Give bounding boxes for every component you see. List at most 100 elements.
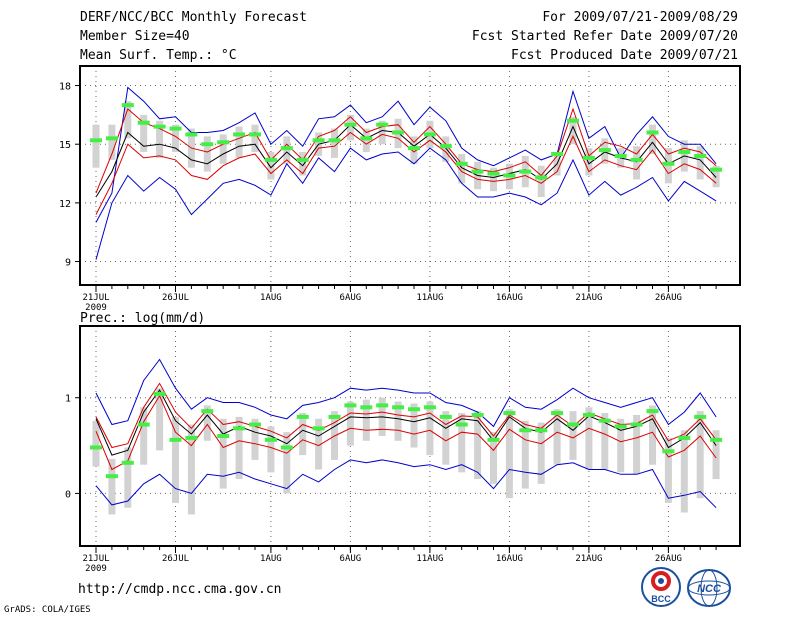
temperature-xtick-label-3: 6AUG [340,293,362,303]
ncc-logo-text: NCC [697,583,722,595]
precipitation-box-day-30 [553,409,561,465]
precipitation-box-day-21 [410,403,418,448]
bcc-logo-icon: BCC [641,567,681,607]
temperature-median-day-27 [503,173,516,178]
precipitation-box-day-7 [187,424,195,515]
temperature-median-day-31 [567,118,579,123]
temperature-median-day-30 [551,151,564,156]
precipitation-median-day-32 [582,412,595,417]
precipitation-median-day-16 [328,414,341,419]
temperature-xtick-label-4: 11AUG [416,293,443,303]
temperature-median-day-37 [662,161,675,166]
precipitation-box-day-15 [315,418,323,470]
temperature-frame [79,65,741,286]
precipitation-box-day-18 [362,399,370,441]
top-panel-variable-label: Mean Surf. Temp.: °C [80,48,237,63]
precipitation-median-day-30 [551,411,564,416]
temperature-median-day-36 [646,130,659,135]
temperature-median-day-12 [264,157,277,162]
temperature-ytick-label-1: 12 [59,199,71,210]
precipitation-series-mean-line [95,389,717,456]
precipitation-median-day-5 [153,391,166,396]
precipitation-median-day-1 [90,445,102,450]
temperature-box-day-29 [537,165,545,198]
temperature-box-day-14 [299,152,307,176]
precipitation-box-day-5 [156,388,164,451]
chart-title: DERF/NCC/BCC Monthly Forecast [80,10,307,25]
temperature-box-day-1 [92,124,100,168]
temperature-median-day-8 [201,142,214,147]
temperature-series-mean-line [95,124,717,198]
precipitation-frame [79,325,741,547]
precipitation-box-day-22 [426,401,434,456]
precipitation-box-day-28 [521,420,529,489]
temperature-series-upper-line [95,107,717,194]
precipitation-median-day-33 [598,418,611,423]
temperature-median-day-9 [217,140,230,145]
precipitation-box-day-6 [172,416,179,503]
precipitation-median-day-19 [376,403,389,408]
precipitation-box-day-27 [505,409,513,499]
precipitation-median-day-6 [169,437,182,442]
temperature-box-day-19 [378,120,386,145]
temperature-median-day-15 [312,138,325,143]
precipitation-box-day-40 [712,430,720,480]
precipitation-median-day-23 [439,414,452,419]
precipitation-median-day-22 [423,405,436,410]
precipitation-series-upper-line [95,382,717,449]
temperature-xtick-label-7: 26AUG [655,293,682,303]
precipitation-median-day-15 [312,426,325,431]
precipitation-series-max-line [95,358,717,428]
precipitation-median-day-25 [471,412,484,417]
precipitation-xtick-label-6: 21AUG [575,554,602,564]
temperature-median-day-13 [280,146,293,151]
temperature-ytick-label-0: 9 [65,258,71,269]
temperature-median-day-5 [153,124,166,129]
temperature-series-lower-line [95,131,717,215]
precipitation-median-day-28 [519,428,532,433]
temperature-median-day-23 [439,144,452,149]
temperature-median-day-2 [105,136,118,141]
temperature-box-day-31 [569,116,577,145]
bottom-panel-variable-label: Prec.: log(mm/d) [80,311,205,326]
temperature-box-day-24 [458,153,466,184]
precipitation-box-day-25 [474,411,482,480]
temperature-box-day-3 [124,101,132,139]
precipitation-xtick-label-2: 1AUG [260,554,282,564]
precipitation-median-day-9 [217,434,230,438]
temperature-median-day-22 [423,132,436,137]
temperature-box-day-23 [442,136,450,162]
temperature-median-day-29 [535,175,548,180]
website-url[interactable]: http://cmdp.ncc.cma.gov.cn [78,582,282,597]
temperature-median-day-10 [233,132,246,137]
temperature-xtick-label-2: 1AUG [260,293,282,303]
temperature-box-day-35 [633,146,641,180]
precipitation-box-day-2 [108,458,116,515]
precipitation-median-day-4 [137,422,150,427]
temperature-box-day-16 [331,128,338,158]
precipitation-median-day-12 [264,437,277,442]
precipitation-median-day-14 [296,414,309,419]
precipitation-box-day-35 [633,414,641,475]
precipitation-box-day-9 [219,418,227,489]
precipitation-xtick-label-1: 26JUL [162,554,189,564]
grads-credit: GrADS: COLA/IGES [4,605,91,615]
temperature-box-day-4 [140,114,148,153]
precipitation-median-day-13 [280,445,293,450]
precipitation-xtick-label-7: 26AUG [655,554,682,564]
precipitation-box-day-38 [680,430,688,513]
precipitation-series-lower-line [95,394,717,471]
precipitation-box-day-26 [490,432,497,484]
precipitation-box-day-29 [537,422,545,484]
forecast-produced-label: Fcst Produced Date 2009/07/21 [511,48,738,63]
member-size-label: Member Size=40 [80,29,190,44]
temperature-median-day-4 [137,120,150,125]
temperature-median-day-3 [121,103,134,108]
precipitation-median-day-11 [249,422,261,427]
temperature-median-day-34 [614,153,627,158]
temperature-box-day-36 [649,124,656,154]
precipitation-box-day-39 [696,411,704,499]
precipitation-median-day-31 [567,422,579,427]
temperature-xtick-label-0: 21JUL [82,293,109,303]
precipitation-box-day-13 [283,432,291,494]
